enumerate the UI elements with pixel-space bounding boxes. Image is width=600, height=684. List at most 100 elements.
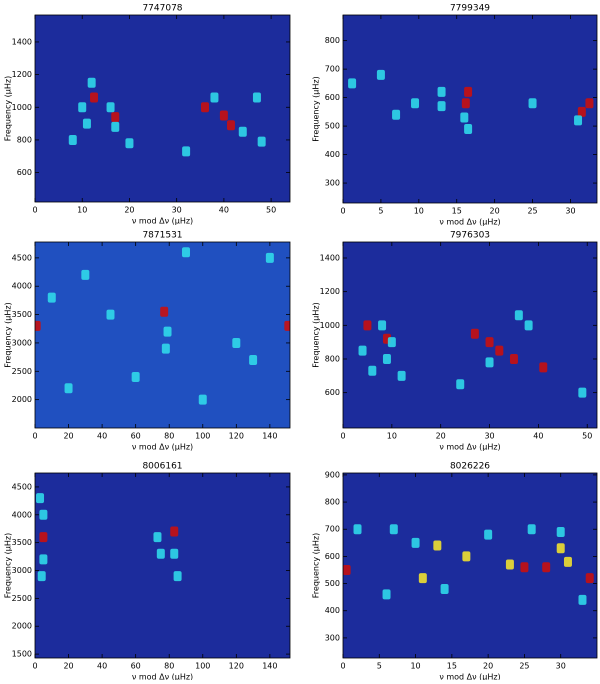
- y-tick-label: 700: [325, 65, 340, 74]
- heat-cell: [161, 343, 170, 354]
- heat-cell: [198, 394, 207, 405]
- x-tick-label: 20: [63, 432, 73, 441]
- y-tick-label: 2000: [12, 395, 32, 404]
- heat-cell: [470, 328, 479, 339]
- x-tick-label: 15: [447, 662, 457, 671]
- plot-background: [35, 15, 290, 202]
- heat-cell: [389, 524, 398, 535]
- x-tick-label: 40: [97, 432, 107, 441]
- x-tick-label: 20: [483, 662, 493, 671]
- plot-frame: [34, 14, 291, 203]
- heat-cell: [163, 326, 172, 337]
- heat-cell: [464, 86, 473, 97]
- heat-cell: [563, 556, 572, 567]
- heat-cell: [485, 337, 494, 348]
- heat-cell: [484, 529, 493, 540]
- y-tick-label: 300: [325, 633, 340, 642]
- y-tick-label: 3500: [12, 310, 32, 319]
- cells: [36, 493, 182, 582]
- x-tick-label: 80: [164, 432, 174, 441]
- y-tick-label: 3000: [12, 338, 32, 347]
- heat-cell: [574, 115, 583, 126]
- heat-cell: [578, 387, 587, 398]
- y-tick-label: 1500: [12, 650, 32, 659]
- y-tick-label: 800: [325, 36, 340, 45]
- y-tick-label: 700: [325, 525, 340, 534]
- heat-cell: [35, 320, 41, 331]
- heat-cell: [382, 353, 391, 364]
- x-tick-label: 0: [32, 662, 37, 671]
- x-tick-label: 60: [131, 662, 141, 671]
- heat-cell: [411, 98, 420, 109]
- x-tick-label: 10: [387, 432, 397, 441]
- heat-cell: [173, 571, 182, 582]
- heat-cell: [47, 292, 56, 303]
- plot-background: [35, 473, 290, 658]
- heat-cell: [418, 573, 427, 584]
- y-axis-label: Frequency (μHz): [312, 533, 321, 598]
- plot-frame: [34, 472, 291, 659]
- heat-cell: [437, 86, 446, 97]
- y-tick-label: 3000: [12, 566, 32, 575]
- heat-cell: [392, 109, 401, 120]
- heat-cell: [382, 589, 391, 600]
- x-tick-label: 120: [229, 662, 244, 671]
- y-tick-label: 600: [325, 388, 340, 397]
- heat-cell: [82, 118, 91, 129]
- heat-cell: [460, 112, 469, 123]
- heat-cell: [556, 526, 565, 537]
- heat-cell: [170, 548, 179, 559]
- heat-cell: [348, 78, 357, 89]
- heat-cell: [64, 383, 73, 394]
- y-tick-label: 500: [325, 579, 340, 588]
- y-tick-label: 1000: [320, 321, 340, 330]
- heat-cell: [226, 120, 235, 131]
- y-tick-label: 600: [325, 93, 340, 102]
- heat-cell: [585, 98, 594, 109]
- x-axis-label: ν mod Δν (μHz): [132, 443, 193, 452]
- x-axis-label: ν mod Δν (μHz): [439, 218, 500, 227]
- heat-cell: [238, 126, 247, 137]
- x-axis-label: ν mod Δν (μHz): [439, 673, 500, 681]
- y-tick-label: 1400: [320, 253, 340, 262]
- heat-cell: [520, 562, 529, 573]
- y-tick-label: 500: [325, 122, 340, 131]
- heat-cell: [387, 337, 396, 348]
- x-tick-label: 0: [32, 206, 37, 215]
- x-tick-label: 50: [582, 432, 592, 441]
- plot-background: [343, 242, 597, 428]
- heat-cell: [131, 371, 140, 382]
- heat-cell: [514, 310, 523, 321]
- x-tick-label: 25: [519, 662, 529, 671]
- heat-cell: [201, 102, 209, 113]
- x-tick-label: 0: [32, 432, 37, 441]
- heat-cell: [265, 252, 274, 263]
- heat-cell: [210, 92, 219, 103]
- x-tick-label: 30: [172, 206, 182, 215]
- y-tick-label: 400: [325, 150, 340, 159]
- chart-title: 7747078: [142, 4, 182, 14]
- x-tick-label: 5: [378, 207, 383, 216]
- x-axis-label: ν mod Δν (μHz): [439, 443, 500, 452]
- heat-cell: [78, 102, 87, 113]
- x-tick-label: 15: [452, 207, 462, 216]
- heat-cell: [106, 102, 115, 113]
- heat-cell: [37, 571, 46, 582]
- heat-cell: [524, 320, 533, 331]
- heat-cell: [585, 573, 594, 584]
- y-tick-label: 2000: [12, 622, 32, 631]
- heat-cell: [343, 564, 351, 575]
- heat-cell: [182, 146, 191, 157]
- chart-title: 8006161: [142, 462, 182, 472]
- x-tick-label: 120: [229, 432, 244, 441]
- cells: [358, 310, 587, 398]
- heat-cell: [106, 309, 115, 320]
- heat-cell: [378, 320, 387, 331]
- heat-cell: [542, 562, 551, 573]
- y-tick-label: 900: [325, 470, 340, 479]
- x-tick-label: 0: [340, 207, 345, 216]
- y-tick-label: 400: [325, 606, 340, 615]
- x-tick-label: 30: [565, 207, 575, 216]
- heat-cell: [156, 548, 165, 559]
- chart-title: 7871531: [142, 231, 182, 241]
